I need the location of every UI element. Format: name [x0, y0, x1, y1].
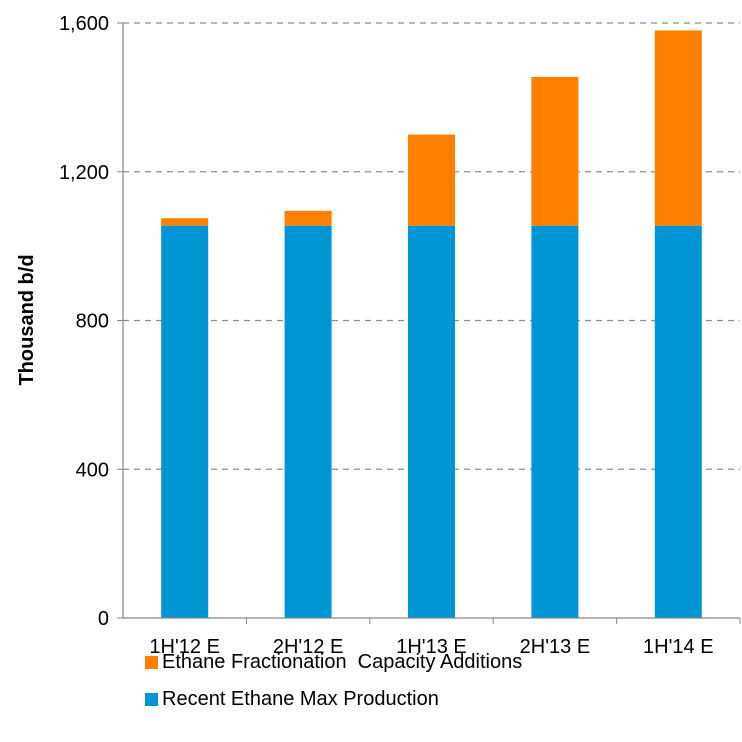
x-tick-label: 1H'12 E	[149, 636, 220, 658]
x-tick-label: 2H'12 E	[273, 636, 344, 658]
x-tick-label: 1H'14 E	[643, 636, 714, 658]
y-axis-label: Thousand b/d	[16, 254, 38, 385]
bar-segment	[531, 76, 579, 226]
y-tick-label: 1,600	[59, 13, 109, 35]
bar-segment	[531, 225, 579, 618]
bar-segment	[654, 225, 702, 618]
axes	[117, 22, 741, 624]
x-tick-label: 2H'13 E	[520, 636, 591, 658]
y-tick-label: 1,200	[59, 162, 109, 184]
legend-swatch-capacity-additions	[145, 656, 158, 669]
bars	[161, 30, 702, 618]
x-tick-label: 1H'13 E	[396, 636, 467, 658]
legend-label-max-production: Recent Ethane Max Production	[162, 688, 439, 710]
bar-segment	[408, 225, 455, 618]
bar-segment	[284, 225, 332, 618]
y-tick-label: 800	[76, 311, 109, 333]
bar-segment	[408, 134, 455, 226]
bar-segment	[161, 218, 209, 226]
bar-segment	[284, 210, 332, 226]
y-tick-label: 400	[76, 459, 109, 481]
legend-swatch-max-production	[145, 693, 158, 706]
tick-labels: 0 400 800 1,200 1,600 1H'12 E 2H'12 E 1H'13 E 2H…	[59, 13, 714, 658]
legend-item-capacity-additions: Ethane Fractionation Capacity Additions	[145, 651, 735, 674]
bar-segment	[161, 225, 209, 618]
y-tick-label: 0	[98, 608, 109, 630]
bar-segment	[654, 30, 702, 226]
legend-label-capacity-additions: Ethane Fractionation Capacity Additions	[162, 651, 523, 673]
legend-item-max-production: Recent Ethane Max Production	[145, 688, 735, 711]
